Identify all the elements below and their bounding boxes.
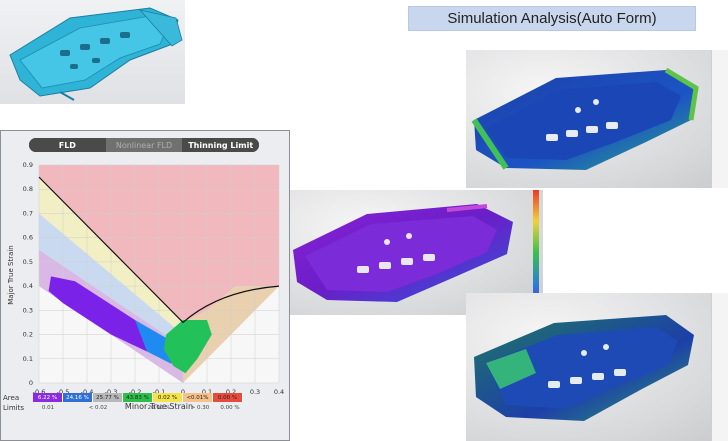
- x-tick-label: -0.1: [153, 388, 166, 396]
- color-scale-sidebar: [711, 293, 728, 441]
- x-tick-label: 0.4: [274, 388, 284, 396]
- area-value-cell: 24.16 %: [63, 393, 93, 402]
- y-tick-label: 0.8: [23, 185, 33, 193]
- x-tick-label: -0.5: [57, 388, 70, 396]
- area-value-cell: 43.83 %: [123, 393, 153, 402]
- area-value-cell: 25.77 %: [93, 393, 123, 402]
- limit-value: > 0.30: [190, 404, 210, 411]
- limit-value: 0.01: [41, 404, 55, 411]
- area-value-cell: 6.22 %: [33, 393, 63, 402]
- limit-value: 0.00 %: [220, 404, 240, 411]
- y-tick-label: 0.2: [23, 331, 33, 339]
- strain-cluster-green: [163, 320, 212, 374]
- x-tick-label: -0.4: [81, 388, 94, 396]
- simulation-render-bottom: [466, 293, 728, 441]
- y-tick-label: 0.1: [23, 355, 33, 363]
- part-thumbnail: [0, 0, 185, 104]
- tab-nonlinear-fld[interactable]: Nonlinear FLD: [105, 138, 183, 152]
- y-tick-label: 0.5: [23, 258, 33, 266]
- limit-value: 20.00 %: [147, 404, 171, 411]
- y-tick-label: 0.9: [23, 161, 33, 169]
- color-scale-bar: [533, 190, 539, 315]
- area-legend: Area 6.22 % 24.16 % 25.77 % 43.83 % 0.02 % <0…: [1, 393, 243, 402]
- area-label: Area: [3, 393, 20, 402]
- x-tick-label: 0.1: [202, 388, 212, 396]
- simulation-render-middle: [287, 190, 543, 315]
- page-title: Simulation Analysis(Auto Form): [408, 6, 696, 31]
- y-tick-label: 0.6: [23, 234, 33, 242]
- color-scale-sidebar: [711, 50, 728, 188]
- limits-legend: Limits 0.01 < 0.02 20.00 % > 0.30 0.00 %: [1, 403, 245, 412]
- y-tick-label: 0.3: [23, 306, 33, 314]
- area-value-cell: <0.01%: [183, 393, 213, 402]
- x-tick-label: -0.6: [33, 388, 46, 396]
- y-tick-label: 0.4: [23, 282, 33, 290]
- y-tick-label: 0.7: [23, 209, 33, 217]
- x-tick-label: 0: [181, 388, 185, 396]
- x-tick-label: -0.2: [129, 388, 142, 396]
- area-value-cell: 0.00 %: [213, 393, 243, 402]
- limit-value: < 0.02: [88, 404, 108, 411]
- fld-chart: -0.6 -0.5 -0.4 -0.3 -0.2 -0.1 0 0.1 0.2 0.3 0.4 00…: [7, 161, 284, 411]
- forming-limit-curve: [38, 176, 280, 324]
- x-tick-label: 0.2: [226, 388, 236, 396]
- fld-panel: FLD Nonlinear FLD Thinning Limit -0.6 -0.…: [0, 130, 290, 441]
- y-axis-label: Major True Strain: [7, 245, 15, 305]
- y-tick-label: 0: [29, 379, 33, 387]
- tab-thinning-limit[interactable]: Thinning Limit: [182, 138, 259, 152]
- strain-cluster-purple: [48, 276, 155, 352]
- x-tick-label: 0.3: [250, 388, 260, 396]
- tab-fld[interactable]: FLD: [29, 138, 106, 152]
- x-tick-label: -0.3: [105, 388, 118, 396]
- limits-label: Limits: [3, 403, 24, 412]
- x-axis-label: Minor True Strain: [125, 402, 193, 411]
- area-value-cell: 0.02 %: [153, 393, 183, 402]
- simulation-render-top: [466, 50, 728, 188]
- fld-tab-bar: FLD Nonlinear FLD Thinning Limit: [29, 138, 259, 152]
